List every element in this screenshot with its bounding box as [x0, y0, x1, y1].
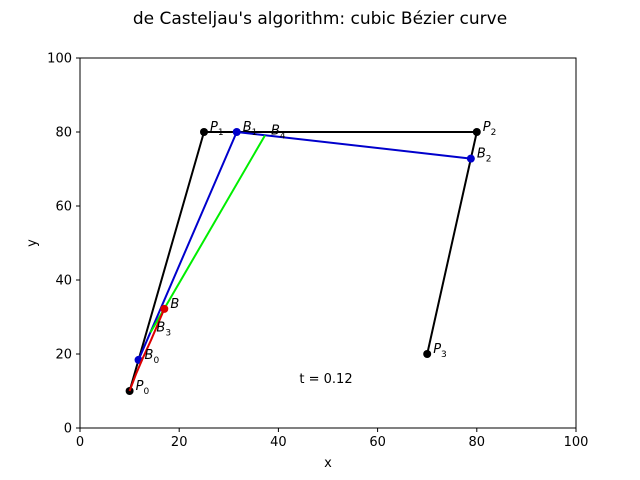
point-label-base: P	[210, 120, 218, 135]
y-tick-label: 60	[55, 200, 72, 215]
x-tick-label: 60	[369, 435, 386, 450]
point-label-subscript: 3	[441, 350, 447, 360]
x-axis: 0 20 40 60 80 100	[76, 428, 589, 450]
series-line-first-level	[137, 131, 471, 361]
axes-frame	[79, 57, 577, 429]
y-tick-label: 40	[55, 274, 72, 289]
plot-area	[125, 128, 481, 395]
x-tick-label: 20	[171, 435, 188, 450]
t-value-annotation: t = 0.12	[299, 372, 352, 387]
curve-point-marker	[160, 304, 169, 313]
series-point-first-level	[232, 128, 241, 136]
point-label-B: B	[170, 297, 179, 312]
series-point-control-polygon	[423, 350, 432, 358]
point-label-base: P	[433, 342, 441, 357]
x-tick-label: 100	[564, 435, 589, 450]
point-label-subscript: 2	[491, 128, 497, 138]
point-label-B3: B3	[156, 321, 171, 339]
y-tick-label: 0	[64, 422, 72, 437]
series-line-curve-traced	[128, 308, 166, 392]
series-point-first-level	[466, 154, 475, 163]
x-tick-label: 0	[76, 435, 84, 450]
point-label-B2: B2	[477, 147, 492, 165]
y-tick-label: 80	[55, 126, 72, 141]
point-label-subscript: 1	[252, 128, 258, 138]
point-label-base: B	[156, 321, 165, 336]
x-tick-label: 80	[469, 435, 486, 450]
point-label-base: P	[136, 379, 144, 394]
x-tick-label: 40	[270, 435, 287, 450]
y-axis: 0 20 40 60 80 100	[47, 52, 80, 437]
point-label-B4: B4	[271, 123, 286, 141]
point-label-subscript: 3	[165, 329, 171, 339]
point-label-P0: P0	[136, 379, 150, 397]
x-axis-label: x	[324, 456, 332, 471]
point-label-base: B	[145, 348, 154, 363]
point-label-B1: B1	[243, 120, 258, 138]
chart-title: de Casteljau's algorithm: cubic Bézier c…	[133, 9, 507, 29]
series-line-control-polygon	[128, 131, 478, 392]
point-label-B0: B0	[145, 348, 160, 366]
point-label-subscript: 4	[280, 131, 286, 141]
point-label-P2: P2	[483, 120, 497, 138]
y-tick-label: 20	[55, 348, 72, 363]
series-point-control-polygon	[472, 128, 481, 136]
point-label-base: B	[477, 147, 486, 162]
point-label-base: B	[170, 297, 179, 312]
y-tick-label: 100	[47, 52, 72, 67]
point-label-subscript: 1	[218, 128, 224, 138]
point-label-subscript: 0	[143, 387, 149, 397]
point-label-P3: P3	[433, 342, 447, 360]
series-line-second-level	[149, 134, 266, 334]
point-label-subscript: 2	[486, 155, 492, 165]
point-label-base: B	[243, 120, 252, 135]
point-label-base: P	[483, 120, 491, 135]
point-label-subscript: 0	[153, 356, 159, 366]
point-label-P1: P1	[210, 120, 224, 138]
series-point-control-polygon	[200, 128, 208, 136]
point-label-base: B	[271, 123, 280, 138]
y-axis-label: y	[25, 239, 40, 247]
